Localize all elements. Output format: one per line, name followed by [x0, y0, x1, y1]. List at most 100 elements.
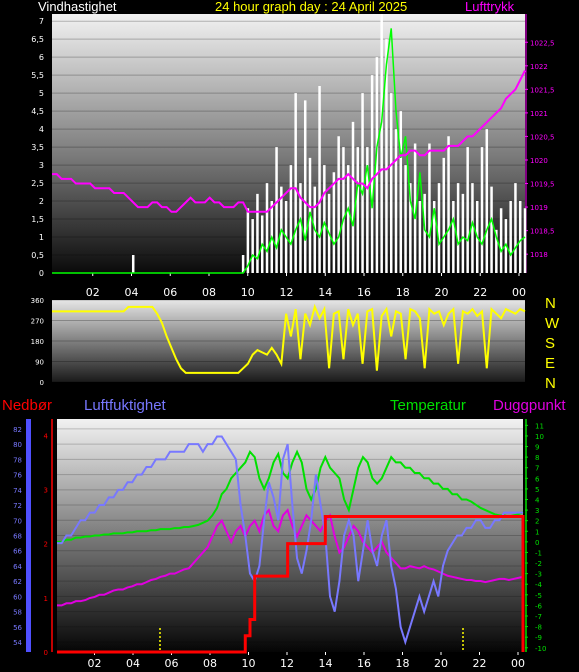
- temp-tick-label: 2: [535, 518, 539, 526]
- temp-tick-label: 11: [535, 422, 544, 430]
- pressure-line: [52, 70, 526, 213]
- direction-tick-label: 90: [35, 359, 44, 367]
- wind-tick-label: 6,5: [31, 35, 44, 44]
- rain-tick-label: 0: [44, 649, 48, 657]
- rain-tick-label: 4: [44, 432, 49, 440]
- temp-tick-label: 9: [535, 444, 539, 452]
- humidity-tick-label: 72: [13, 502, 22, 510]
- wind-tick-label: 4: [39, 125, 44, 134]
- gridlines: [26, 14, 528, 655]
- temp-tick-label: -8: [535, 624, 542, 632]
- rain-tick-label: 2: [44, 541, 48, 549]
- temp-tick-label: 7: [535, 465, 539, 473]
- direction-tick-label: 360: [31, 297, 44, 305]
- temp-tick-label: -1: [535, 549, 542, 557]
- dewpoint-label: Duggpunkt: [493, 397, 566, 414]
- humidity-tick-label: 62: [13, 578, 22, 586]
- wind-tick-label: 4,5: [31, 107, 44, 116]
- pressure-tick-label: 1020,5: [530, 133, 555, 141]
- wind-tick-label: 5: [39, 89, 44, 98]
- direction-tick-label: 0: [40, 379, 44, 387]
- humidity-tick-label: 68: [13, 533, 22, 541]
- temp-tick-label: -2: [535, 560, 542, 568]
- x-tick-label: 10: [242, 657, 256, 670]
- graph-title: 24 hour graph day : 24 April 2025: [215, 0, 408, 14]
- x-tick-label: 04: [126, 657, 140, 670]
- pressure-tick-label: 1021: [530, 110, 548, 118]
- temp-tick-label: 1: [535, 528, 539, 536]
- direction-plot-area: [52, 300, 525, 382]
- wind-plot-area: [52, 14, 525, 273]
- x-tick-label: 20: [435, 286, 449, 299]
- pressure-tick-label: 1018,5: [530, 228, 555, 236]
- temp-tick-label: -5: [535, 592, 542, 600]
- x-tick-label: 20: [434, 657, 448, 670]
- wind-tick-label: 1: [39, 233, 44, 242]
- humidity-tick-label: 76: [13, 472, 22, 480]
- humidity-tick-label: 80: [13, 441, 22, 449]
- pressure-tick-label: 1022: [530, 63, 548, 71]
- pressure-tick-label: 1022,5: [530, 39, 555, 47]
- humidity-tick-label: 60: [13, 593, 22, 601]
- x-tick-label: 22: [473, 657, 487, 670]
- wind-tick-label: 3,5: [31, 143, 44, 152]
- wind-tick-label: 0,5: [31, 251, 44, 260]
- temp-tick-label: 8: [535, 454, 539, 462]
- x-tick-label: 06: [163, 286, 177, 299]
- x-tick-label: 04: [125, 286, 139, 299]
- x-tick-label: 18: [396, 657, 410, 670]
- chart-marks: [52, 14, 527, 654]
- wind-tick-label: 2,5: [31, 179, 44, 188]
- temp-tick-label: 5: [535, 486, 539, 494]
- humidity-label: Luftfuktighet: [84, 397, 166, 414]
- x-tick-label: 02: [88, 657, 102, 670]
- temp-tick-label: -9: [535, 634, 542, 642]
- temp-tick-label: 6: [535, 475, 540, 483]
- x-tick-label: 08: [203, 657, 217, 670]
- climate-plot-area: [57, 419, 523, 652]
- wind-tick-label: 0: [39, 269, 44, 278]
- rain-label: Nedbør: [2, 397, 53, 414]
- direction-label-e: E: [545, 355, 556, 372]
- temp-tick-label: 0: [535, 539, 539, 547]
- x-tick-label: 12: [280, 657, 294, 670]
- humidity-tick-label: 70: [13, 517, 22, 525]
- direction-tick-label: 180: [31, 338, 44, 346]
- x-tick-label: 02: [86, 286, 100, 299]
- x-tick-label: 10: [241, 286, 255, 299]
- pressure-tick-label: 1019: [530, 204, 548, 212]
- temp-tick-label: 3: [535, 507, 539, 515]
- humidity-tick-label: 64: [13, 563, 22, 571]
- axis-labels: 00,511,522,533,544,555,566,5710181018,51…: [13, 17, 554, 670]
- x-tick-label: 08: [202, 286, 216, 299]
- direction-label-n-bottom: N: [545, 375, 556, 392]
- dewpoint-line: [57, 508, 524, 607]
- pressure-tick-label: 1020: [530, 157, 548, 165]
- direction-label-w: W: [545, 315, 560, 332]
- humidity-axis-bar: [26, 419, 31, 652]
- temp-tick-label: -4: [535, 581, 543, 589]
- x-tick-label: 18: [396, 286, 410, 299]
- temp-tick-label: -10: [535, 645, 546, 653]
- x-tick-label: 14: [318, 286, 332, 299]
- x-tick-label: 12: [280, 286, 294, 299]
- x-tick-label: 16: [357, 657, 371, 670]
- wind-tick-label: 2: [39, 197, 44, 206]
- pressure-tick-label: 1019,5: [530, 181, 555, 189]
- wind-tick-label: 3: [39, 161, 44, 170]
- temp-tick-label: 4: [535, 496, 540, 504]
- direction-label-n-top: N: [545, 295, 556, 312]
- rain-tick-label: 1: [44, 595, 48, 603]
- direction-tick-label: 270: [31, 318, 44, 326]
- humidity-tick-label: 74: [13, 487, 22, 495]
- humidity-tick-label: 66: [13, 548, 22, 556]
- direction-label-s: S: [545, 335, 556, 352]
- wind-title: Vindhastighet: [38, 0, 117, 14]
- rain-line: [57, 515, 525, 654]
- wind-avg-line: [52, 28, 526, 274]
- temp-tick-label: 10: [535, 433, 544, 441]
- temp-tick-label: -3: [535, 571, 542, 579]
- x-tick-label: 00: [512, 286, 526, 299]
- x-tick-label: 22: [473, 286, 487, 299]
